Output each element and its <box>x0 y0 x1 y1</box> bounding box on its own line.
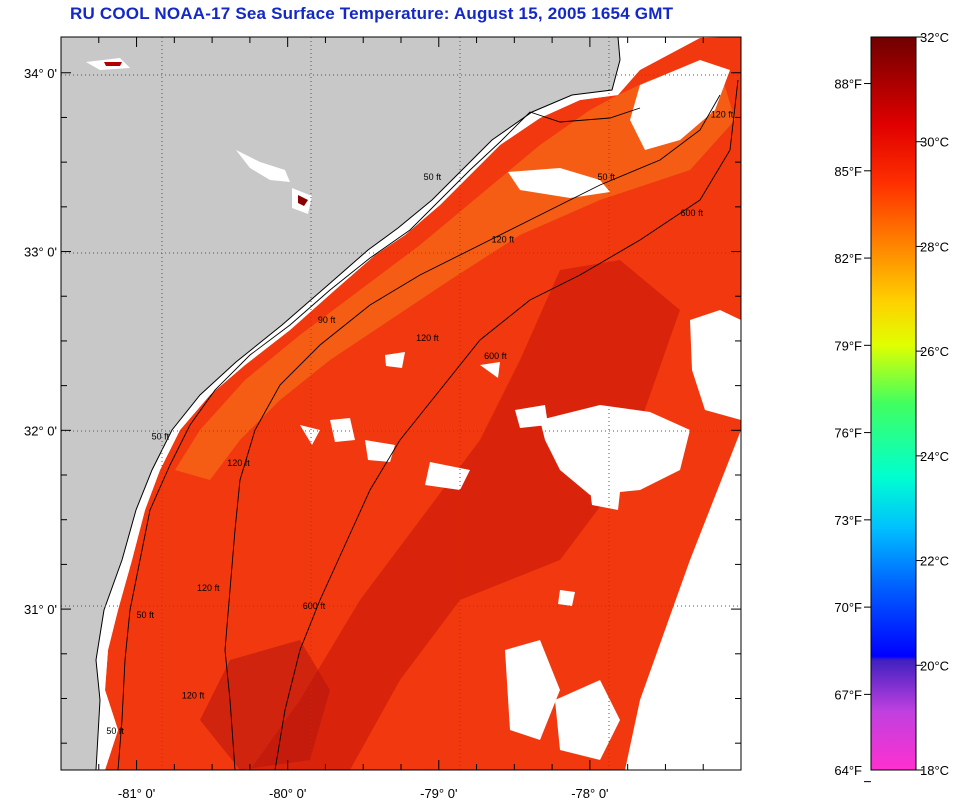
lat-label: 32° 0' <box>24 423 57 438</box>
lon-label: -78° 0' <box>571 786 608 801</box>
colorbar-f-label: 88°F <box>834 77 862 92</box>
contour-label: 120 ft <box>182 690 205 700</box>
colorbar-c-label: 30°C <box>920 135 949 150</box>
contour-label: 50 ft <box>597 172 615 182</box>
lat-label: 33° 0' <box>24 245 57 260</box>
longitude-labels: -81° 0' -80° 0' -79° 0' -78° 0' <box>118 786 609 801</box>
colorbar-f-label: 67°F <box>834 687 862 702</box>
lon-label: -81° 0' <box>118 786 155 801</box>
contour-label: 600 ft <box>303 601 326 611</box>
land-mass <box>61 37 621 770</box>
colorbar-f-label: 70°F <box>834 600 862 615</box>
contour-label: 90 ft <box>318 315 336 325</box>
colorbar-fahrenheit-labels: 88°F 85°F 82°F 79°F 76°F 73°F 70°F 67°F 64°F <box>834 77 862 778</box>
colorbar-c-label: 20°C <box>920 658 949 673</box>
contour-label: 50 ft <box>424 172 442 182</box>
latitude-labels: 34° 0' 33° 0' 32° 0' 31° 0' <box>24 66 57 617</box>
contour-label: 120 ft <box>416 333 439 343</box>
colorbar-f-label: 76°F <box>834 426 862 441</box>
colorbar-c-label: 28°C <box>920 239 949 254</box>
inland-lakes <box>86 58 312 214</box>
sst-warm-band <box>250 260 680 770</box>
colorbar-c-label: 18°C <box>920 763 949 778</box>
colorbar <box>870 36 917 771</box>
colorbar-f-label: 82°F <box>834 251 862 266</box>
colorbar-f-label: 64°F <box>834 763 862 778</box>
lon-label: -80° 0' <box>269 786 306 801</box>
contour-label: 50 ft <box>152 431 170 441</box>
colorbar-ticks <box>864 36 923 783</box>
depth-contours <box>117 79 739 770</box>
colorbar-c-label: 24°C <box>920 449 949 464</box>
contour-label: 120 ft <box>711 109 734 119</box>
colorbar-c-label: 22°C <box>920 554 949 569</box>
contour-label: 120 ft <box>227 458 250 468</box>
colorbar-f-label: 85°F <box>834 164 862 179</box>
axis-ticks <box>60 37 742 770</box>
contour-label: 600 ft <box>484 351 507 361</box>
sst-ocean-field <box>105 37 741 770</box>
contour-label: 120 ft <box>197 583 220 593</box>
contour-label: 120 ft <box>492 235 515 245</box>
cloud-masks <box>300 60 741 760</box>
colorbar-c-label: 32°C <box>920 30 949 45</box>
sst-shelf-band <box>175 70 735 480</box>
contour-label: 600 ft <box>681 208 704 218</box>
contour-labels: 50 ft 50 ft 120 ft 600 ft 120 ft 90 ft 120 ft 6… <box>106 109 733 736</box>
contour-label: 50 ft <box>106 726 124 736</box>
colorbar-c-label: 26°C <box>920 344 949 359</box>
map-title: RU COOL NOAA-17 Sea Surface Temperature:… <box>70 4 674 23</box>
lat-label: 34° 0' <box>24 66 57 81</box>
lon-label: -79° 0' <box>420 786 457 801</box>
colorbar-celsius-labels: 32°C 30°C 28°C 26°C 24°C 22°C 20°C 18°C <box>920 30 949 778</box>
colorbar-f-label: 79°F <box>834 338 862 353</box>
graticule <box>61 37 741 770</box>
contour-label: 50 ft <box>137 610 155 620</box>
map-plot-area: 50 ft 50 ft 120 ft 600 ft 120 ft 90 ft 120 ft 6… <box>61 37 741 770</box>
colorbar-f-label: 73°F <box>834 513 862 528</box>
lat-label: 31° 0' <box>24 602 57 617</box>
